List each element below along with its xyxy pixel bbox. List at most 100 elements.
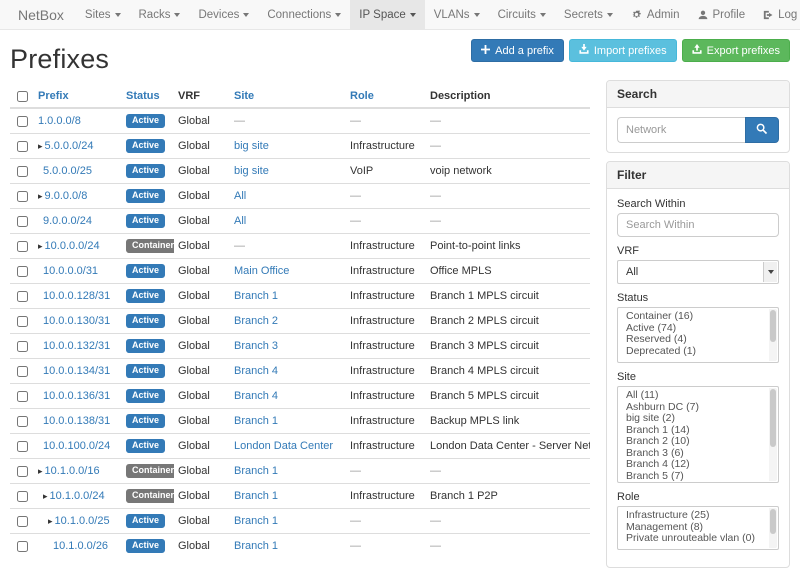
prefix-link[interactable]: 9.0.0.0/24 [43, 215, 92, 227]
site-link[interactable]: Branch 4 [234, 365, 279, 377]
row-checkbox[interactable] [17, 215, 28, 227]
prefix-link[interactable]: 10.0.0.0/31 [43, 265, 99, 277]
filter-option[interactable]: Active (74) [626, 321, 677, 334]
column-header-status[interactable]: Status [126, 90, 160, 102]
site-link[interactable]: Branch 1 [234, 465, 279, 477]
row-checkbox[interactable] [17, 140, 28, 152]
sidebar: Search Filter Search Within [606, 30, 790, 576]
nav-item-racks[interactable]: Racks [130, 0, 190, 29]
column-header-prefix[interactable]: Prefix [38, 90, 69, 102]
scrollbar[interactable] [769, 309, 777, 361]
filter-option[interactable]: Management (8) [626, 520, 704, 533]
row-checkbox[interactable] [17, 340, 28, 352]
search-within-input[interactable] [617, 213, 779, 237]
prefix-link[interactable]: 10.0.100.0/24 [43, 440, 111, 452]
row-checkbox[interactable] [17, 415, 28, 427]
nav-item-profile[interactable]: Profile [689, 0, 755, 29]
prefix-link[interactable]: 9.0.0.0/8 [44, 190, 88, 202]
site-link[interactable]: Branch 1 [234, 490, 279, 502]
prefix-link[interactable]: 1.0.0.0/8 [38, 115, 81, 127]
site-link[interactable]: Main Office [234, 265, 290, 277]
filter-option[interactable]: Branch 3 (6) [626, 446, 684, 459]
nav-item-logout[interactable]: Log out [754, 0, 800, 29]
site-link[interactable]: All [234, 215, 247, 227]
import-prefixes-button[interactable]: Import prefixes [568, 39, 677, 62]
prefix-link[interactable]: 10.0.0.132/31 [43, 340, 111, 352]
row-checkbox[interactable] [17, 540, 28, 552]
row-checkbox[interactable] [17, 315, 28, 327]
filter-option[interactable]: Branch 2 (10) [626, 435, 690, 447]
nav-item-sites[interactable]: Sites [76, 0, 130, 29]
search-button[interactable] [745, 117, 779, 143]
row-checkbox[interactable] [17, 490, 28, 502]
filter-option[interactable]: Branch 1 (14) [626, 423, 690, 436]
site-link[interactable]: All [234, 190, 247, 202]
nav-item-secrets[interactable]: Secrets [555, 0, 622, 29]
filter-option[interactable]: Private unrouteable vlan (0) [626, 532, 755, 544]
export-prefixes-button[interactable]: Export prefixes [681, 39, 790, 62]
row-checkbox[interactable] [17, 240, 28, 252]
role-filter-listbox[interactable]: Infrastructure (25) Management (8) Private… [617, 506, 779, 550]
site-link[interactable]: Branch 1 [234, 290, 279, 302]
filter-option[interactable]: Branch 4 (12) [626, 458, 690, 470]
row-checkbox[interactable] [17, 290, 28, 302]
filter-option[interactable]: COLO-1-24 (2) [626, 481, 696, 482]
site-link[interactable]: big site [234, 165, 269, 177]
nav-item-admin[interactable]: Admin [622, 0, 689, 29]
filter-option[interactable]: All (11) [626, 389, 659, 401]
prefix-link[interactable]: 10.0.0.128/31 [43, 290, 111, 302]
site-link[interactable]: Branch 1 [234, 415, 279, 427]
site-link[interactable]: Branch 2 [234, 315, 279, 327]
filter-option[interactable]: Ashburn DC (7) [626, 400, 699, 413]
site-filter-listbox[interactable]: All (11) Ashburn DC (7) big site (2) Branch… [617, 386, 779, 483]
row-checkbox[interactable] [17, 115, 28, 127]
prefix-link[interactable]: 10.0.0.136/31 [43, 390, 111, 402]
column-header-role[interactable]: Role [350, 90, 374, 102]
filter-option[interactable]: Infrastructure (25) [626, 509, 710, 521]
brand-logo[interactable]: NetBox [18, 6, 64, 23]
select-all-checkbox[interactable] [17, 90, 28, 102]
prefix-link[interactable]: 10.1.0.0/25 [54, 515, 110, 527]
prefix-link[interactable]: 10.1.0.0/16 [44, 465, 100, 477]
site-link[interactable]: big site [234, 140, 269, 152]
status-filter-listbox[interactable]: Container (16) Active (74) Reserved (4) Dep… [617, 307, 779, 363]
site-link[interactable]: Branch 4 [234, 390, 279, 402]
filter-option[interactable]: Deprecated (1) [626, 344, 697, 357]
row-checkbox[interactable] [17, 165, 28, 177]
row-checkbox[interactable] [17, 440, 28, 452]
column-header-site[interactable]: Site [234, 90, 255, 102]
nav-item-ip-space[interactable]: IP Space [350, 0, 425, 29]
filter-option[interactable]: Container (16) [626, 310, 694, 322]
prefix-link[interactable]: 10.0.0.134/31 [43, 365, 111, 377]
site-link[interactable]: Branch 1 [234, 540, 279, 552]
filter-option[interactable]: Branch 5 (7) [626, 469, 684, 482]
prefix-link[interactable]: 5.0.0.0/25 [43, 165, 92, 177]
row-checkbox[interactable] [17, 465, 28, 477]
nav-item-connections[interactable]: Connections [258, 0, 350, 29]
site-link[interactable]: London Data Center [234, 440, 334, 452]
nav-item-vlans[interactable]: VLANs [425, 0, 489, 29]
prefix-link[interactable]: 10.0.0.0/24 [44, 240, 100, 252]
add-prefix-button[interactable]: Add a prefix [471, 39, 564, 62]
prefix-link[interactable]: 10.0.0.130/31 [43, 315, 111, 327]
nav-item-circuits[interactable]: Circuits [489, 0, 555, 29]
nav-item-devices[interactable]: Devices [189, 0, 258, 29]
row-checkbox[interactable] [17, 515, 28, 527]
search-input[interactable] [617, 117, 745, 143]
status-badge: Active [126, 214, 166, 228]
filter-option[interactable]: Reserved (4) [626, 333, 687, 345]
row-checkbox[interactable] [17, 365, 28, 377]
prefix-link[interactable]: 10.0.0.138/31 [43, 415, 111, 427]
row-checkbox[interactable] [17, 265, 28, 277]
scrollbar[interactable] [769, 508, 777, 548]
site-link[interactable]: Branch 1 [234, 515, 279, 527]
row-checkbox[interactable] [17, 190, 28, 202]
prefix-link[interactable]: 10.1.0.0/26 [53, 540, 109, 552]
prefix-link[interactable]: 5.0.0.0/24 [44, 140, 94, 152]
vrf-select[interactable]: All [617, 260, 779, 284]
filter-option[interactable]: big site (2) [626, 412, 676, 424]
prefix-link[interactable]: 10.1.0.0/24 [49, 490, 105, 502]
site-link[interactable]: Branch 3 [234, 340, 279, 352]
scrollbar[interactable] [769, 388, 777, 481]
row-checkbox[interactable] [17, 390, 28, 402]
